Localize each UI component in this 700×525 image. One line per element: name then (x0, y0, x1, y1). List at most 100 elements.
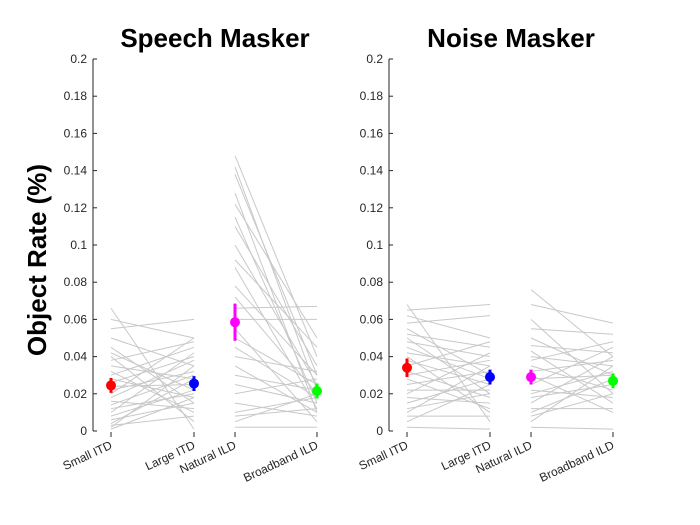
speech-condition-means (106, 303, 322, 399)
speech-subject-lines (110, 155, 318, 430)
speech-y-tick-label: 0.02 (64, 387, 88, 401)
speech-itd-subject-line (110, 365, 195, 428)
noise-natural-ild-mean-point (526, 372, 536, 383)
speech-itd-subject-line (110, 384, 195, 387)
speech-small-itd-mean-point (106, 380, 116, 391)
noise-ild-subject-line (530, 426, 614, 430)
speech-y-axis: 0 0.02 0.04 0.06 0.08 0.1 0.12 0.14 0.16 0.18 0.2 (64, 52, 97, 438)
speech-ild-subject-line (234, 393, 318, 423)
noise-itd-subject-line (406, 393, 491, 410)
speech-ild-subject-line (234, 155, 318, 357)
speech-ild-subject-line (234, 374, 318, 391)
noise-broadband-ild-mean-point (608, 375, 618, 386)
speech-y-tick-label: 0.04 (64, 350, 88, 364)
speech-ild-subject-line (234, 259, 318, 348)
noise-x-tick-label: Broadband ILD (537, 438, 616, 485)
noise-itd-subject-line (406, 378, 491, 404)
speech-itd-subject-line (110, 341, 195, 361)
speech-itd-subject-line (110, 352, 195, 413)
noise-itd-subject-line (406, 365, 491, 413)
noise-itd-subject-line (406, 341, 491, 367)
speech-itd-subject-line (110, 346, 195, 404)
noise-itd-subject-line (406, 359, 491, 385)
noise-y-tick-label: 0.1 (366, 238, 383, 252)
speech-ild-subject-line (234, 192, 318, 413)
speech-ild-subject-line (234, 365, 318, 413)
noise-ild-subject-line (530, 346, 614, 385)
speech-y-tick-label: 0.06 (64, 312, 88, 326)
noise-itd-subject-line (406, 397, 491, 404)
noise-itd-subject-line (406, 304, 491, 311)
speech-ild-subject-line (234, 166, 318, 391)
noise-ild-subject-line (530, 356, 614, 404)
noise-masker-title: Noise Masker (427, 23, 595, 53)
speech-ild-subject-line (234, 305, 318, 309)
speech-itd-subject-line (110, 356, 195, 384)
speech-itd-subject-line (110, 352, 195, 391)
speech-itd-subject-line (110, 359, 195, 398)
noise-itd-subject-line (406, 315, 491, 339)
noise-itd-subject-line (406, 333, 491, 348)
speech-itd-subject-line (110, 337, 195, 395)
speech-ild-subject-line (234, 285, 318, 376)
noise-ild-subject-line (530, 304, 614, 324)
speech-itd-subject-line (110, 378, 195, 425)
speech-masker-title: Speech Masker (120, 23, 309, 53)
noise-condition-means (402, 358, 618, 389)
noise-y-tick-label: 0.2 (366, 52, 383, 66)
speech-y-tick-label: 0.12 (64, 201, 88, 215)
speech-y-tick-label: 0 (80, 424, 87, 438)
noise-y-axis: 0 0.02 0.04 0.06 0.08 0.1 0.12 0.14 0.16 0.18 0.2 (360, 52, 393, 438)
speech-ild-subject-line (234, 378, 318, 395)
noise-y-tick-label: 0.12 (360, 201, 384, 215)
noise-itd-subject-line (406, 352, 491, 395)
speech-ild-subject-line (234, 337, 318, 385)
speech-y-tick-label: 0.16 (64, 126, 88, 140)
noise-y-tick-label: 0 (376, 424, 383, 438)
noise-y-tick-label: 0.04 (360, 350, 384, 364)
noise-x-tick-label: Small ITD (357, 438, 411, 473)
noise-itd-subject-line (406, 426, 491, 430)
speech-itd-subject-line (110, 397, 195, 430)
speech-y-tick-label: 0.14 (64, 164, 88, 178)
speech-natural-ild-mean-point (230, 317, 240, 328)
noise-itd-subject-line (406, 359, 491, 376)
noise-y-tick-label: 0.02 (360, 387, 384, 401)
speech-itd-subject-line (110, 374, 195, 406)
speech-y-tick-label: 0.08 (64, 275, 88, 289)
speech-ild-subject-line (234, 356, 318, 372)
noise-ild-subject-line (530, 337, 614, 376)
speech-y-tick-label: 0.1 (70, 238, 87, 252)
noise-itd-subject-line (406, 384, 491, 423)
noise-ild-subject-line (530, 365, 614, 423)
speech-itd-subject-line (110, 318, 195, 339)
noise-y-tick-label: 0.06 (360, 312, 384, 326)
speech-x-tick-label: Small ITD (61, 438, 115, 473)
noise-ild-subject-line (530, 289, 614, 357)
noise-small-itd-mean-point (402, 362, 412, 373)
speech-ild-subject-line (234, 296, 318, 395)
noise-y-tick-label: 0.16 (360, 126, 384, 140)
speech-ild-subject-line (234, 397, 318, 413)
speech-broadband-ild-mean-point (312, 386, 322, 397)
noise-y-tick-label: 0.08 (360, 275, 384, 289)
speech-itd-subject-line (110, 378, 195, 399)
speech-itd-subject-line (110, 389, 195, 417)
speech-masker-panel: Speech Masker 0 0.02 0.04 0.06 0.08 0.1 0.12 0.… (61, 23, 322, 485)
y-axis-label: Object Rate (%) (22, 164, 52, 356)
speech-y-tick-label: 0.2 (70, 52, 87, 66)
noise-ild-subject-line (530, 344, 614, 354)
noise-large-itd-mean-point (485, 372, 495, 383)
speech-itd-subject-line (110, 346, 195, 376)
speech-ild-subject-line (234, 346, 318, 398)
noise-ild-subject-line (530, 378, 614, 413)
speech-ild-subject-line (234, 328, 318, 423)
speech-ild-subject-line (234, 203, 318, 339)
speech-large-itd-mean-point (189, 378, 199, 389)
noise-itd-subject-line (406, 315, 491, 324)
noise-itd-subject-line (406, 341, 491, 358)
noise-itd-subject-line (406, 337, 491, 395)
speech-itd-subject-line (110, 356, 195, 423)
